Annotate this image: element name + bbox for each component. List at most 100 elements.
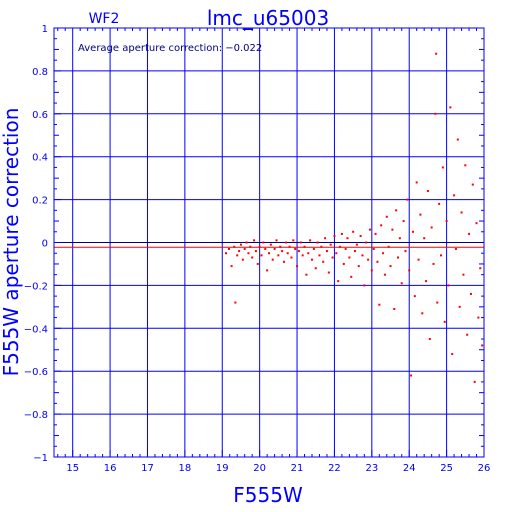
data-point — [333, 235, 336, 238]
x-tick-label: 15 — [66, 463, 79, 474]
data-point — [421, 312, 424, 315]
data-point — [464, 164, 467, 167]
data-point — [346, 237, 349, 240]
data-point — [264, 247, 267, 250]
data-point — [374, 232, 377, 235]
data-point — [251, 256, 254, 259]
data-point — [344, 247, 347, 250]
data-point — [230, 265, 233, 268]
data-point — [458, 305, 461, 308]
data-point — [340, 232, 343, 235]
data-point — [247, 252, 250, 255]
data-point — [233, 245, 236, 248]
x-tick-label: 16 — [104, 463, 117, 474]
x-tick-label: 17 — [141, 463, 154, 474]
data-point — [275, 239, 278, 242]
x-tick-label: 26 — [478, 463, 491, 474]
data-point — [357, 265, 360, 268]
data-point — [355, 243, 358, 246]
data-point — [297, 250, 300, 253]
y-tick-label: −1 — [33, 453, 48, 464]
data-point — [234, 301, 237, 304]
data-point — [284, 241, 287, 244]
data-point — [316, 241, 319, 244]
x-tick-label: 23 — [365, 463, 378, 474]
data-point — [477, 316, 480, 319]
data-point — [382, 252, 385, 255]
x-tick-label: 25 — [440, 463, 453, 474]
data-point — [436, 301, 439, 304]
y-tick-label: −0.6 — [24, 367, 48, 378]
data-point — [423, 237, 426, 240]
data-point — [227, 247, 230, 250]
data-point — [268, 252, 270, 255]
data-point — [225, 252, 227, 255]
data-point — [456, 138, 459, 141]
data-point — [473, 380, 476, 383]
data-point — [281, 250, 284, 253]
data-point — [398, 237, 401, 240]
x-tick-label: 19 — [216, 463, 229, 474]
data-point — [438, 202, 441, 205]
data-point — [307, 252, 310, 255]
data-point — [397, 256, 399, 259]
data-point — [318, 254, 321, 257]
data-point — [320, 245, 323, 248]
data-point — [337, 280, 340, 283]
data-point — [266, 269, 269, 272]
data-point — [290, 256, 293, 259]
x-tick-label: 18 — [179, 463, 192, 474]
data-point — [367, 258, 370, 261]
data-point — [395, 209, 398, 212]
data-point — [335, 252, 338, 255]
data-point — [415, 181, 418, 184]
data-point — [404, 250, 407, 253]
data-point — [389, 265, 392, 268]
panel-label: WF2 — [89, 11, 120, 27]
data-point — [419, 213, 422, 216]
data-point — [258, 245, 261, 248]
data-point — [305, 273, 308, 276]
data-point — [469, 292, 472, 295]
data-point — [271, 258, 274, 261]
data-point — [314, 267, 317, 270]
data-point — [417, 258, 420, 261]
data-point — [443, 320, 446, 323]
average-correction-note: Average aperture correction: −0.022 — [78, 43, 262, 54]
y-axis-label: F555W aperture correction — [0, 108, 23, 377]
data-point — [245, 241, 248, 244]
y-tick-label: 1 — [42, 24, 48, 35]
data-point — [447, 284, 450, 287]
data-point — [413, 295, 416, 298]
data-point — [256, 262, 259, 265]
data-point — [435, 52, 438, 55]
data-point — [322, 260, 325, 263]
data-point — [425, 280, 428, 283]
chart-title: lmc_u65003 — [207, 6, 329, 30]
y-tick-label: −0.4 — [24, 324, 48, 335]
data-point — [383, 273, 386, 276]
data-point — [286, 252, 289, 255]
y-tick-label: 0.8 — [32, 67, 48, 78]
data-point — [273, 247, 276, 250]
data-point — [440, 254, 442, 257]
y-tick-label: 0.4 — [32, 153, 48, 164]
data-point — [309, 239, 312, 242]
data-point — [475, 222, 478, 225]
data-point — [288, 245, 291, 248]
data-point — [260, 254, 263, 257]
data-point — [238, 250, 241, 253]
data-point — [361, 254, 364, 257]
x-axis-ticks: 15 16 17 18 19 20 21 22 23 24 25 26 — [57, 28, 491, 474]
data-point — [239, 243, 242, 246]
grid-lines — [54, 28, 484, 457]
data-point — [449, 106, 452, 109]
data-point — [391, 228, 394, 231]
data-point — [279, 245, 282, 248]
y-tick-label: 0.6 — [32, 110, 48, 121]
data-point — [393, 307, 396, 310]
y-tick-label: 0.2 — [32, 196, 48, 207]
data-point — [428, 338, 431, 341]
